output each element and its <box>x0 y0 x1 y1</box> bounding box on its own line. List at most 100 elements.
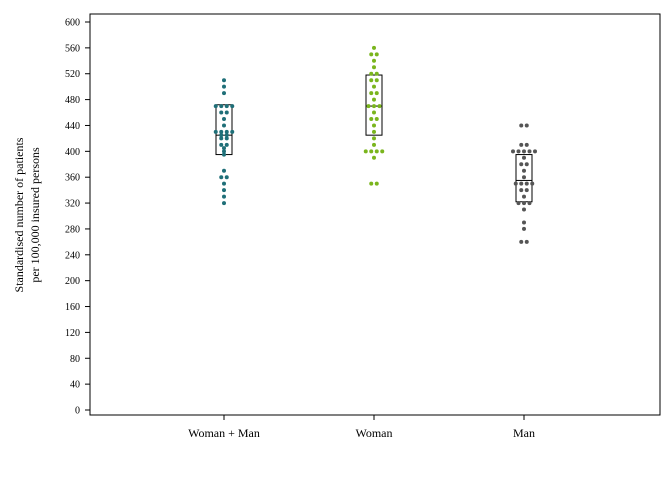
y-tick-label: 440 <box>65 121 80 132</box>
plot-frame <box>89 13 661 416</box>
data-point <box>222 84 226 89</box>
data-groups <box>213 45 537 244</box>
y-axis-label-line-1: Standardised number of patients <box>12 137 26 292</box>
y-tick-label: 120 <box>65 328 80 339</box>
data-point <box>519 181 524 186</box>
data-point <box>530 181 535 186</box>
data-point <box>372 65 376 70</box>
data-point <box>222 168 226 173</box>
data-point <box>519 162 524 167</box>
data-point <box>374 91 379 96</box>
data-point <box>224 104 229 109</box>
data-point <box>366 104 371 109</box>
data-point <box>522 207 526 212</box>
data-point <box>219 110 224 115</box>
data-point <box>230 104 235 109</box>
data-point <box>380 149 385 154</box>
data-point <box>369 71 374 76</box>
x-tick-label: Woman + Man <box>188 426 260 440</box>
data-point <box>219 136 224 141</box>
data-point <box>222 194 226 199</box>
data-point <box>222 188 226 193</box>
y-tick-label: 600 <box>65 18 80 29</box>
x-tick-label: Woman <box>355 426 392 440</box>
data-point <box>377 104 382 109</box>
data-point <box>222 181 226 186</box>
y-tick-label: 160 <box>65 302 80 313</box>
data-point <box>374 78 379 83</box>
data-point <box>527 201 532 206</box>
y-tick-label: 0 <box>75 406 80 417</box>
data-point <box>213 104 218 109</box>
data-point <box>527 149 532 154</box>
data-point <box>372 155 376 160</box>
data-point <box>511 149 515 154</box>
data-point <box>219 104 224 109</box>
data-point <box>522 168 526 173</box>
data-point <box>369 52 374 57</box>
data-point <box>372 58 376 63</box>
data-point <box>513 181 518 186</box>
data-point <box>372 45 376 50</box>
data-point <box>522 194 526 199</box>
y-tick-label: 240 <box>65 250 80 261</box>
data-point <box>374 52 379 57</box>
data-point <box>222 201 226 206</box>
data-point <box>522 149 526 154</box>
data-point <box>374 117 379 121</box>
data-point <box>222 152 226 157</box>
data-point <box>524 162 529 167</box>
data-point <box>374 149 379 154</box>
data-point <box>222 149 226 154</box>
y-tick-label: 200 <box>65 276 80 287</box>
data-point <box>522 226 526 231</box>
data-point <box>524 142 529 147</box>
y-tick-label: 40 <box>70 380 80 391</box>
y-tick-label: 560 <box>65 43 80 54</box>
data-point <box>224 129 229 134</box>
data-point <box>372 123 376 128</box>
data-point <box>533 149 537 154</box>
data-point <box>369 181 374 186</box>
data-point <box>224 110 229 115</box>
data-point <box>372 84 376 89</box>
data-point <box>372 97 376 102</box>
y-tick-label: 480 <box>65 95 80 106</box>
data-point <box>222 123 226 128</box>
y-axis: 0 40 80 120 160 200 240 280 320 360 400 440 480 520 56… <box>65 18 90 417</box>
data-point <box>372 110 376 115</box>
data-point <box>372 142 376 147</box>
data-point <box>372 136 376 141</box>
data-point <box>519 188 524 193</box>
data-point <box>363 149 368 154</box>
data-point <box>369 78 374 83</box>
data-point <box>222 91 226 96</box>
data-point <box>374 71 379 76</box>
group-3 <box>511 123 537 244</box>
data-point <box>230 129 235 134</box>
data-point <box>219 129 224 134</box>
data-point <box>219 175 224 180</box>
data-point <box>213 129 218 134</box>
data-point <box>519 123 524 128</box>
data-point <box>219 142 224 147</box>
y-tick-label: 320 <box>65 199 80 210</box>
data-point <box>369 149 374 154</box>
y-axis-label-line-2: per 100,000 insured persons <box>28 147 42 283</box>
data-point <box>519 142 524 147</box>
data-point <box>372 104 376 109</box>
data-point <box>524 188 529 193</box>
data-point <box>519 239 524 244</box>
y-tick-label: 280 <box>65 224 80 235</box>
data-point <box>224 133 229 138</box>
data-point <box>524 123 529 128</box>
data-point <box>522 220 526 225</box>
group-2 <box>363 45 385 186</box>
data-point <box>372 129 376 134</box>
data-point <box>224 175 229 180</box>
data-point <box>522 175 526 180</box>
data-point <box>224 142 229 147</box>
data-point <box>516 149 521 154</box>
data-point <box>374 181 379 186</box>
